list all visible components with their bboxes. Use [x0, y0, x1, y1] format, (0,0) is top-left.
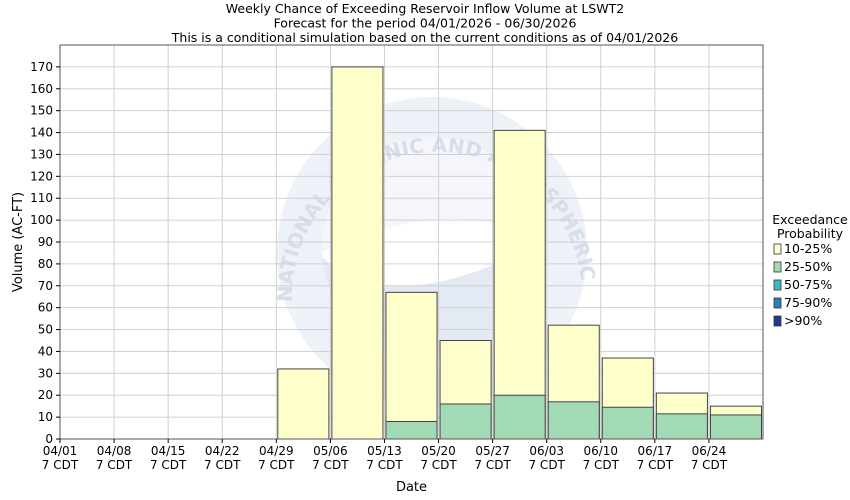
chart-title-line: Forecast for the period 04/01/2026 - 06/…	[274, 16, 577, 31]
chart-title-line: This is a conditional simulation based o…	[171, 30, 678, 45]
bar-25-50	[547, 401, 600, 440]
y-tick-label: 50	[38, 323, 53, 337]
legend-label: 10-25%	[784, 241, 832, 256]
chart-title: Weekly Chance of Exceeding Reservoir Inf…	[171, 1, 678, 45]
legend-label: >90%	[784, 313, 822, 328]
legend-swatch	[773, 297, 782, 309]
legend-label: 75-90%	[784, 295, 832, 310]
x-tick-label-date: 06/10	[583, 444, 618, 458]
x-tick-label-time: 7 CDT	[474, 458, 511, 472]
y-tick-label: 160	[30, 82, 53, 96]
x-tick-label-time: 7 CDT	[366, 458, 403, 472]
legend-label: 50-75%	[784, 277, 832, 292]
y-tick-label: 120	[30, 169, 53, 183]
x-tick-label-date: 04/22	[205, 444, 240, 458]
bar-10-25	[277, 368, 330, 440]
bar-10-25	[493, 129, 546, 440]
bar-25-50	[709, 414, 763, 440]
bars	[277, 66, 763, 440]
chart-title-line: Weekly Chance of Exceeding Reservoir Inf…	[226, 1, 624, 16]
x-tick-label-time: 7 CDT	[96, 458, 133, 472]
y-axis-label: Volume (AC-FT)	[11, 192, 26, 292]
legend-swatch	[773, 315, 782, 327]
bar-25-50	[601, 406, 654, 440]
x-tick-label-date: 04/29	[259, 444, 294, 458]
bar-10-25	[331, 66, 384, 440]
y-tick-label: 130	[30, 147, 53, 161]
x-tick-label-date: 05/06	[313, 444, 348, 458]
legend-title-line: Probability	[777, 226, 844, 241]
x-tick-label-date: 06/03	[529, 444, 564, 458]
legend-swatch	[773, 279, 782, 291]
x-tick-label-time: 7 CDT	[583, 458, 620, 472]
y-tick-label: 60	[38, 301, 53, 315]
x-tick-label-time: 7 CDT	[42, 458, 79, 472]
y-tick-label: 140	[30, 126, 53, 140]
x-tick-label-date: 06/24	[692, 444, 727, 458]
y-tick-label: 70	[38, 279, 53, 293]
legend-title-line: Exceedance	[772, 212, 848, 227]
bar-25-50	[493, 394, 546, 440]
y-tick-label: 40	[38, 344, 53, 358]
x-tick-label-time: 7 CDT	[420, 458, 457, 472]
y-tick-label: 170	[30, 60, 53, 74]
x-tick-label-date: 04/15	[151, 444, 186, 458]
bar-25-50	[655, 413, 708, 440]
bar-10-25	[385, 291, 438, 440]
legend-swatch	[773, 261, 782, 273]
x-tick-label-time: 7 CDT	[312, 458, 349, 472]
bar-25-50	[385, 420, 438, 440]
x-axis-label: Date	[396, 480, 427, 495]
x-tick-label-date: 04/08	[97, 444, 132, 458]
legend-label: 25-50%	[784, 259, 832, 274]
bar-25-50	[439, 403, 492, 440]
x-tick-label-time: 7 CDT	[691, 458, 728, 472]
x-tick-label-date: 05/20	[421, 444, 456, 458]
y-tick-label: 100	[30, 213, 53, 227]
y-tick-label: 80	[38, 257, 53, 271]
x-tick-label-time: 7 CDT	[150, 458, 187, 472]
axis-ticks: 0 10 20 30 40 50 60 70 80 90 100 110 120 130 140 150 160…	[30, 60, 728, 472]
x-tick-label-time: 7 CDT	[637, 458, 674, 472]
x-tick-label-date: 05/27	[475, 444, 510, 458]
x-tick-label-time: 7 CDT	[204, 458, 241, 472]
y-tick-label: 90	[38, 235, 53, 249]
x-tick-label-time: 7 CDT	[258, 458, 295, 472]
x-tick-label-date: 05/13	[367, 444, 402, 458]
x-tick-label-time: 7 CDT	[528, 458, 565, 472]
y-tick-label: 10	[38, 410, 53, 424]
y-tick-label: 20	[38, 388, 53, 402]
y-tick-label: 0	[45, 432, 53, 446]
y-tick-label: 110	[30, 191, 53, 205]
x-tick-label-date: 04/01	[43, 444, 78, 458]
legend-swatch	[773, 243, 782, 255]
y-tick-label: 150	[30, 104, 53, 118]
y-tick-label: 30	[38, 366, 53, 380]
x-tick-label-date: 06/17	[638, 444, 673, 458]
